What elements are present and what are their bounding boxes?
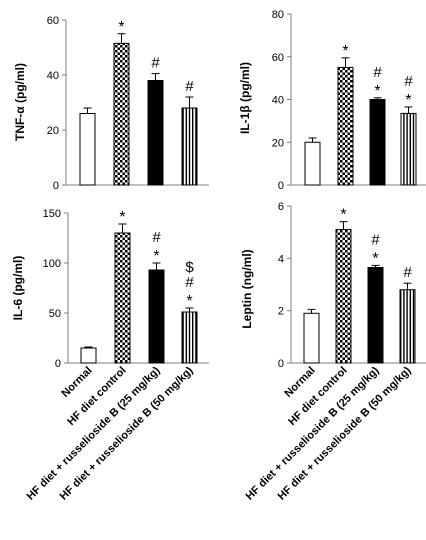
y-axis-label: IL-1β (pg/ml): [238, 62, 252, 134]
y-tick-label: 40: [272, 95, 284, 107]
significance-mark: *: [374, 83, 380, 100]
bar: [369, 99, 386, 186]
category-label: HF diet control: [65, 365, 128, 428]
y-tick-label: 0: [278, 358, 284, 370]
y-tick-label: 4: [278, 253, 284, 265]
y-tick-label: 20: [47, 125, 59, 137]
significance-mark: #: [151, 55, 160, 72]
y-tick-label: 6: [278, 201, 284, 213]
significance-mark: *: [153, 248, 159, 265]
bar: [367, 266, 384, 364]
significance-mark: #: [404, 73, 413, 90]
significance-mark: *: [119, 209, 125, 226]
significance-mark: *: [372, 250, 378, 267]
y-tick-label: 80: [272, 9, 284, 21]
significance-mark: *: [342, 43, 348, 60]
y-tick-label: 60: [47, 15, 59, 27]
significance-mark: *: [340, 207, 346, 224]
bar: [114, 232, 131, 364]
y-tick-label: 40: [47, 70, 59, 82]
bar: [181, 311, 198, 364]
y-tick-label: 100: [43, 258, 61, 270]
significance-mark: #: [152, 229, 161, 246]
bar: [400, 112, 417, 186]
y-tick-label: 20: [272, 137, 284, 149]
bar: [335, 229, 352, 364]
significance-mark: #: [373, 64, 382, 81]
significance-mark: *: [118, 19, 124, 36]
bar: [399, 289, 416, 364]
bar: [337, 66, 354, 186]
category-label: HF diet + russelioside B (25 mg/kg): [244, 364, 382, 502]
category-label: HF diet + russelioside B (25 mg/kg): [25, 364, 163, 502]
bar: [148, 269, 165, 364]
y-axis-label: TNF-α (pg/ml): [13, 63, 27, 141]
y-tick-label: 0: [278, 180, 284, 192]
y-axis-label: Leptin (ng/ml): [240, 249, 254, 328]
y-axis-label: IL-6 (pg/ml): [11, 256, 25, 321]
y-tick-label: 50: [49, 308, 61, 320]
panel-il1b: IL-1β (pg/ml) 0 20 40 60 80 * # * # *: [238, 9, 426, 192]
significance-mark: *: [186, 293, 192, 310]
bar: [181, 107, 198, 186]
bar: [80, 347, 97, 364]
significance-mark: #: [185, 78, 194, 95]
bar: [303, 312, 320, 364]
significance-mark: #: [403, 264, 412, 281]
y-tick-label: 2: [278, 306, 284, 318]
significance-mark: #: [371, 231, 380, 248]
bar: [304, 141, 321, 186]
bar: [79, 113, 96, 186]
y-tick-label: 60: [272, 52, 284, 64]
panel-tnf: TNF-α (pg/ml) 0 20 40 60 * # #: [13, 15, 209, 192]
y-tick-label: 150: [43, 208, 61, 220]
bar: [147, 80, 164, 186]
significance-mark: #: [185, 274, 194, 291]
y-tick-label: 0: [55, 358, 61, 370]
y-tick-label: 0: [53, 180, 59, 192]
significance-mark: *: [405, 92, 411, 109]
bar: [113, 42, 130, 186]
significance-mark: $: [185, 259, 194, 276]
